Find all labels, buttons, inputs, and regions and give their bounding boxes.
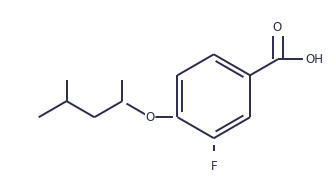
Text: O: O	[145, 111, 155, 124]
Text: O: O	[272, 21, 282, 34]
Text: F: F	[210, 160, 217, 173]
Text: OH: OH	[305, 53, 323, 66]
